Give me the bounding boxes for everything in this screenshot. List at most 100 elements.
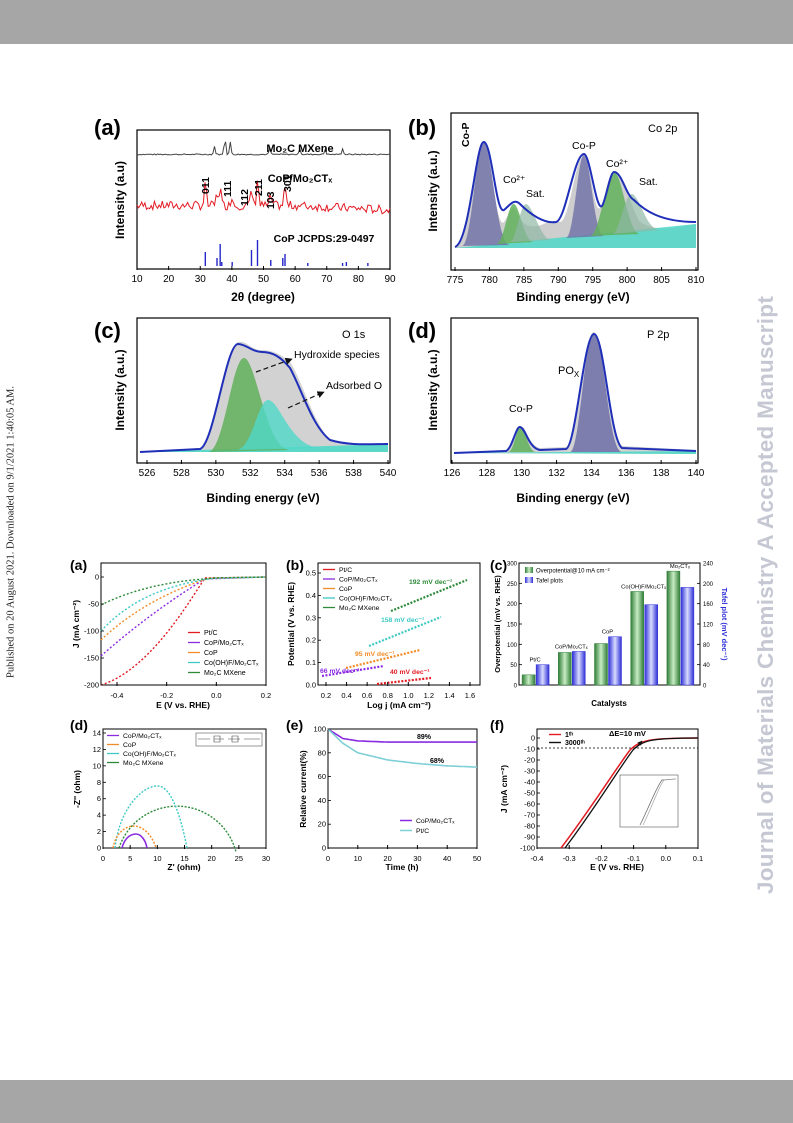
annotation-co2: Co²⁺ — [503, 174, 526, 186]
y-tick-label: -50 — [524, 789, 535, 798]
panel-label: (c) — [94, 318, 121, 343]
panel-label: (d) — [70, 717, 88, 733]
x-tick-label: 80 — [353, 274, 365, 285]
peak-label: 301 — [282, 174, 294, 192]
legend: CoP/Mo₂CTₓ Pt/C — [400, 818, 455, 835]
axis-ticks: 0.2 0.4 0.6 0.8 1.0 1.2 1.4 1.6 0.5 0.4 0.3 0.2 0.1 0… — [306, 569, 476, 701]
y-tick-label: 80 — [318, 748, 326, 757]
legend-entry: Overpotential@10 mA cm⁻² — [536, 569, 610, 575]
x-tick-label: -0.2 — [595, 854, 608, 863]
y-tick-label: 160 — [703, 602, 714, 608]
panel-label: (f) — [490, 717, 504, 733]
y-tick-label: 0.1 — [306, 658, 316, 667]
category-labels: Pt/C CoP/Mo₂CTₓ CoP Co(OH)F/Mo₂CTₓ Mo₂CTₓ — [529, 564, 690, 664]
legend-swatch — [525, 577, 533, 583]
panel-title: P 2p — [647, 329, 669, 341]
x-tick-label: 0.2 — [321, 691, 331, 700]
bar-tafel — [572, 651, 586, 686]
y-tick-label: 120 — [703, 623, 714, 629]
bar-tafel — [644, 604, 658, 686]
x-tick-label: 20 — [207, 854, 215, 863]
co-p-peak-2 — [566, 154, 604, 238]
y-tick-label: 0 — [322, 844, 326, 853]
arc-cop-mo2ctx — [121, 833, 148, 849]
x-tick-label: 532 — [242, 468, 259, 479]
x-tick-label: 805 — [653, 275, 670, 286]
y-axis-label: -Z'' (ohm) — [72, 770, 82, 808]
axis-ticks: 300 250 200 150 100 50 0 240 200 160 120 80 40 0 — [507, 562, 714, 690]
axis-ticks: -0.4 -0.3 -0.2 -0.1 0.0 0.1 0 -10 -20 -30 -40 -50 -6… — [520, 734, 703, 864]
adsorbed-o-peak — [236, 400, 322, 450]
bar-overpotential — [594, 643, 608, 686]
peak-label: 211 — [253, 179, 265, 196]
legend-entry: Mo₂C MXene — [123, 760, 164, 767]
x-tick-label: 126 — [444, 468, 461, 479]
raw-data — [454, 331, 696, 454]
bar-tafel — [680, 587, 695, 686]
annotation-co-p: Co-P — [572, 140, 596, 152]
y-tick-label: 4 — [97, 811, 101, 820]
y-axis-label: Overpotential (mV vs. RHE) — [493, 575, 502, 673]
plot-frame — [317, 562, 481, 686]
x-tick-label: 0 — [326, 854, 330, 863]
sat-peak-1 — [510, 204, 552, 242]
y-axis-label: Intensity (a.u.) — [113, 349, 127, 430]
x-tick-label: 0.1 — [693, 854, 703, 863]
line-cop — [345, 648, 421, 670]
legend: Pt/C CoP/Mo₂CTₓ CoP Co(OH)F/Mo₂CTₓ Mo₂C MXen… — [323, 567, 393, 612]
y-tick-label: -40 — [524, 778, 535, 787]
x-axis-label: E (V vs. RHE) — [156, 700, 210, 710]
y-tick-label: 6 — [97, 794, 101, 803]
y-tick-label: 0 — [95, 573, 99, 582]
plot-frame — [450, 112, 699, 271]
y-tick-label: 150 — [507, 623, 518, 629]
x-tick-label: 15 — [180, 854, 188, 863]
plot-frame — [100, 562, 267, 686]
legend-entry: CoP — [204, 650, 218, 657]
y-tick-label: -100 — [520, 844, 535, 853]
slope-label: 158 mV dec⁻¹ — [381, 617, 425, 624]
category-label: CoP/Mo₂CTₓ — [555, 644, 588, 650]
peak-label: 112 — [239, 189, 251, 206]
bar-tafel — [535, 664, 550, 686]
x-tick-label: 128 — [479, 468, 496, 479]
y-tick-label: 250 — [507, 582, 518, 588]
plot-frame — [136, 317, 391, 464]
bar-overpotential — [630, 591, 644, 686]
y-tick-label: 40 — [703, 663, 710, 669]
x-tick-label: 50 — [473, 854, 481, 863]
x-tick-label: 0.4 — [341, 691, 351, 700]
y-tick-label: 2 — [97, 827, 101, 836]
x-tick-label: 536 — [311, 468, 328, 479]
x-tick-label: -0.1 — [627, 854, 640, 863]
legend-entry: CoP/Mo₂CTₓ — [123, 733, 162, 740]
curve-mo2c — [100, 576, 267, 606]
panel-title: O 1s — [342, 329, 366, 341]
fig1-panel-a: (a) Mo₂C MXene CoP/Mo₂CTₓ CoP JCPDS:29-0… — [94, 115, 396, 304]
plot-frame — [136, 129, 391, 270]
y-tick-label: 0 — [514, 684, 518, 690]
equivalent-circuit-icon — [195, 732, 263, 747]
panel-label: (a) — [94, 115, 121, 140]
co-p-peak-1 — [462, 141, 510, 246]
arc-mo2c — [118, 805, 237, 853]
category-label: Pt/C — [529, 658, 540, 664]
legend-entry: Co(OH)F/Mo₂CTₓ — [204, 660, 259, 667]
panel-label: (b) — [286, 557, 304, 573]
reference-sticks — [204, 240, 369, 266]
y-axis-label: J (mA cm⁻²) — [71, 600, 81, 648]
x-axis-label: Log j (mA cm⁻²) — [367, 700, 431, 710]
annotation-co-p: Co-P — [460, 123, 472, 148]
x-tick-label: 40 — [443, 854, 451, 863]
legend-entry: Mo₂C MXene — [339, 605, 380, 612]
y-tick-label: 40 — [318, 796, 326, 805]
x-axis-label: E (V vs. RHE) — [590, 862, 644, 872]
x-tick-label: 20 — [163, 274, 175, 285]
category-label: Co(OH)F/Mo₂CTₓ — [621, 584, 666, 590]
curve-cop — [100, 576, 267, 641]
y-tick-label: 0 — [531, 734, 535, 743]
category-label: CoP — [602, 630, 613, 636]
